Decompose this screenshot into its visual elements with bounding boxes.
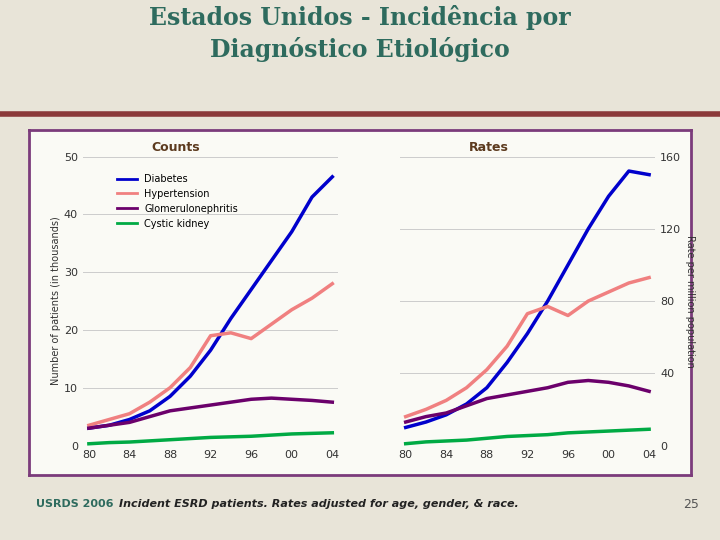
Text: USRDS 2006: USRDS 2006 [36,500,114,509]
Text: Incident ESRD patients. Rates adjusted for age, gender, & race.: Incident ESRD patients. Rates adjusted f… [119,500,518,509]
Y-axis label: Number of patients (in thousands): Number of patients (in thousands) [51,217,61,386]
Text: 25: 25 [683,498,699,511]
Y-axis label: Rate per million population: Rate per million population [685,234,696,368]
Text: Estados Unidos - Incidência por
Diagnóstico Etiológico: Estados Unidos - Incidência por Diagnóst… [149,5,571,62]
Text: Counts: Counts [152,141,200,154]
Text: Rates: Rates [469,141,508,154]
Legend: Diabetes, Hypertension, Glomerulonephritis, Cystic kidney: Diabetes, Hypertension, Glomerulonephrit… [113,170,242,233]
